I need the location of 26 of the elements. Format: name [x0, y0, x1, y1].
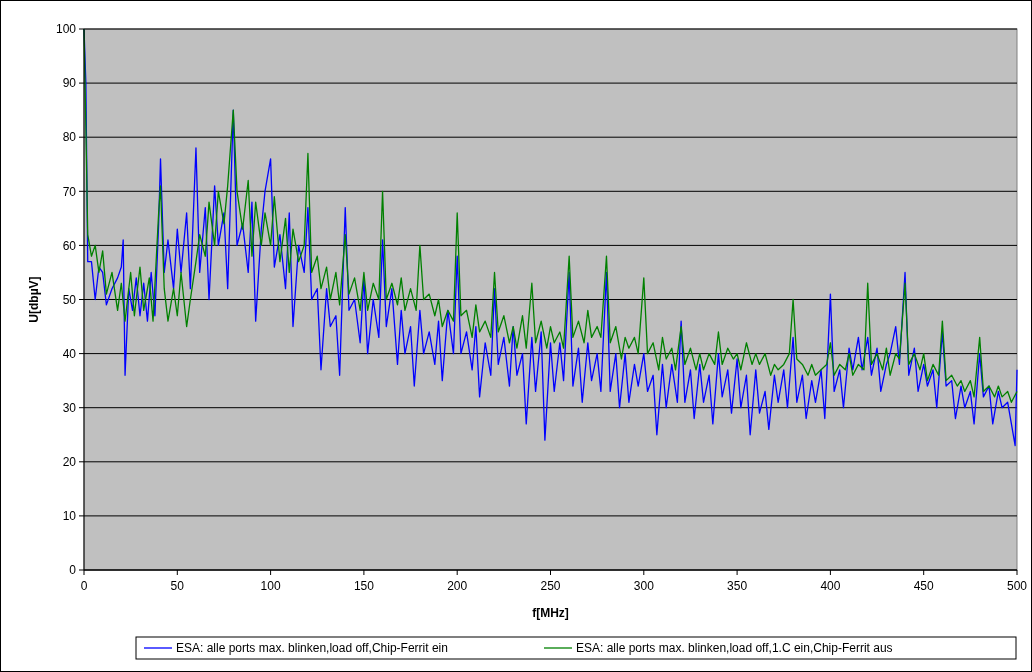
x-tick-label: 200	[447, 579, 468, 593]
y-axis-title: U[dbµV]	[27, 276, 41, 323]
y-tick-label: 90	[62, 76, 77, 91]
y-tick-label: 30	[62, 400, 77, 415]
x-tick-label: 300	[633, 579, 655, 593]
x-tick-label: 100	[260, 579, 281, 593]
y-tick-label: 20	[62, 455, 77, 469]
x-axis-title: f[MHz]	[532, 606, 569, 620]
y-tick-label: 10	[62, 509, 77, 524]
legend-label: ESA: alle ports max. blinken,load off,Chip-Ferrit ein	[176, 641, 448, 656]
x-tick-label: 350	[727, 579, 748, 593]
y-tick-label: 50	[62, 292, 77, 307]
y-tick-label: 40	[62, 346, 77, 361]
x-tick-label: 400	[820, 579, 841, 593]
y-tick-label: 100	[55, 22, 77, 37]
y-tick-label: 80	[62, 130, 77, 145]
x-tick-label: 50	[170, 579, 185, 593]
y-tick-label: 60	[62, 238, 77, 253]
x-tick-label: 500	[1006, 579, 1028, 593]
legend-label: ESA: alle ports max. blinken,load off,1.C ein,Chip-Ferrit aus	[576, 641, 893, 656]
y-tick-label: 70	[62, 184, 77, 199]
y-tick-label: 0	[69, 563, 77, 578]
x-tick-label: 450	[913, 579, 935, 593]
x-tick-label: 0	[80, 579, 88, 593]
x-tick-label: 150	[353, 579, 375, 593]
x-tick-label: 250	[540, 579, 561, 593]
